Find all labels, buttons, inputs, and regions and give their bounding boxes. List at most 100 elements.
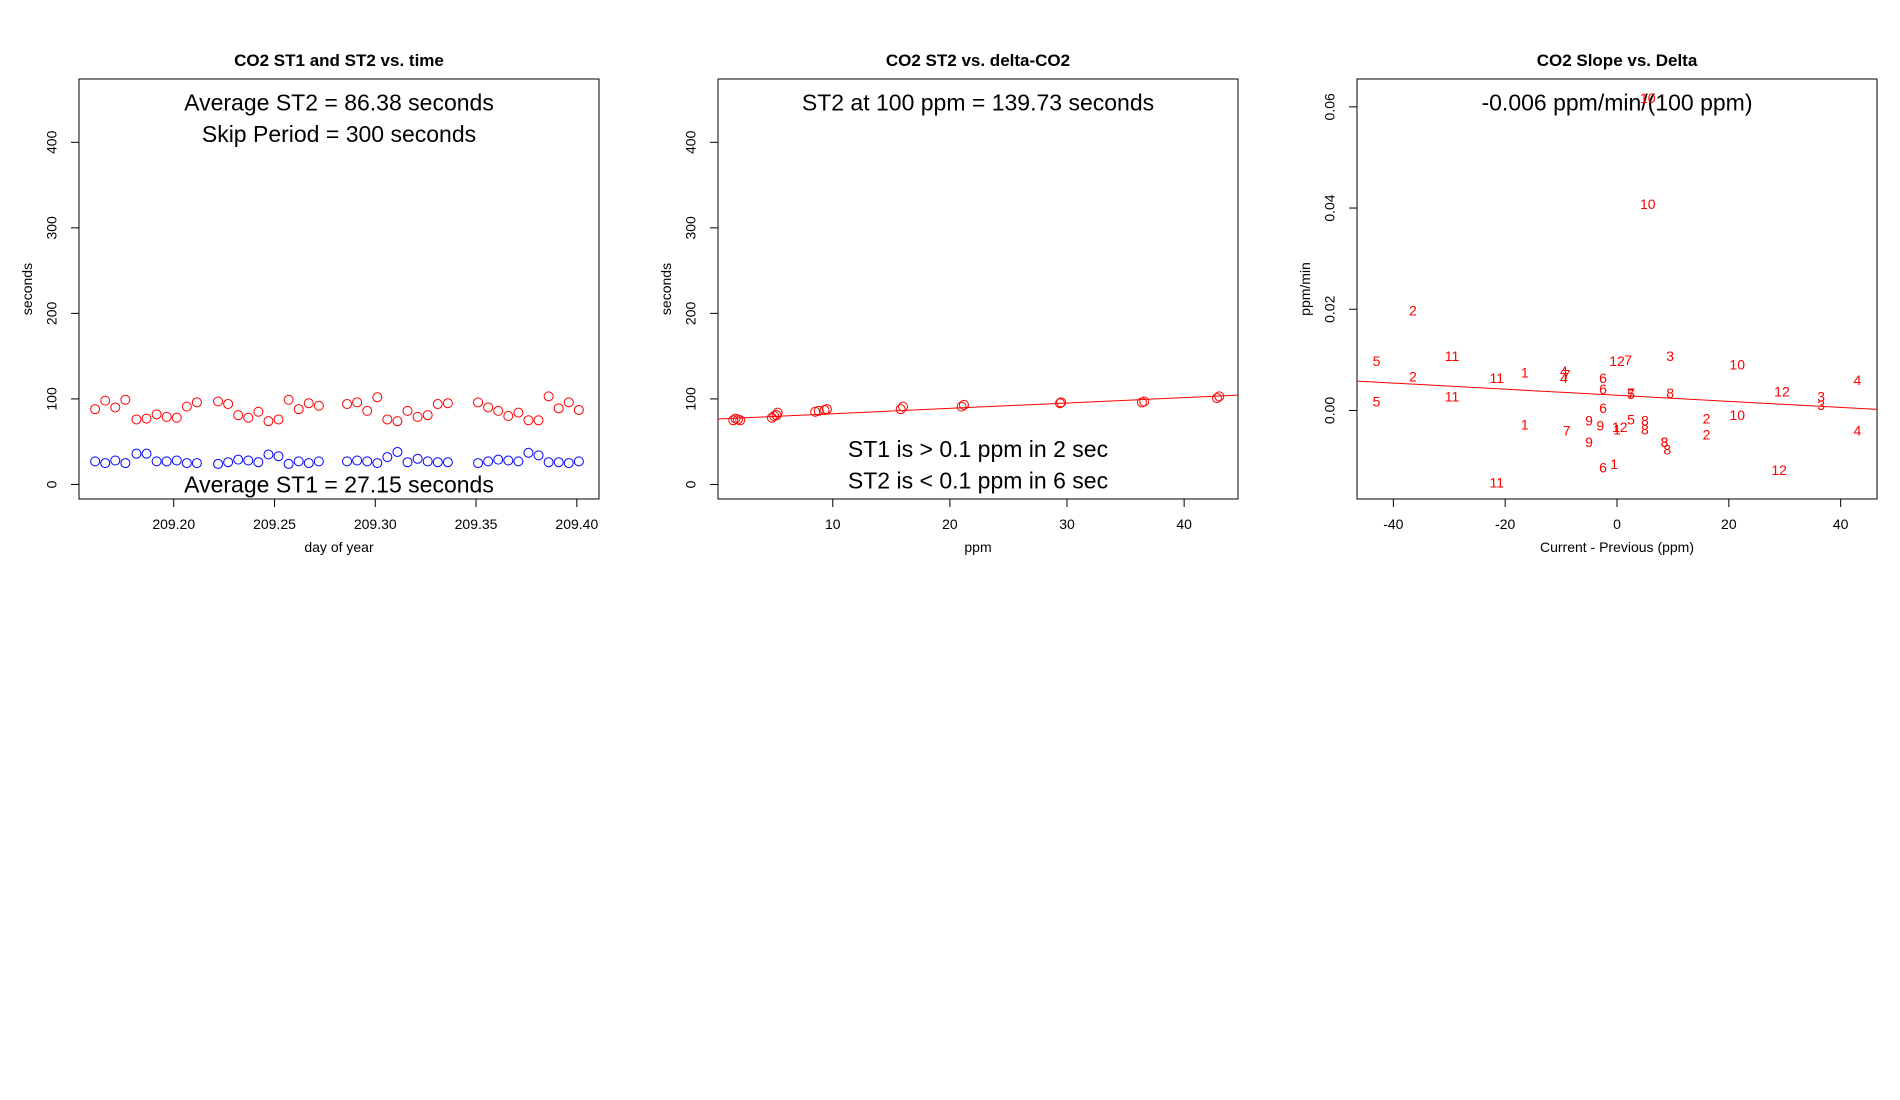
data-point-label: 11: [1445, 388, 1460, 404]
data-point-st1: [171, 455, 182, 466]
x-tick-label: -20: [1495, 516, 1515, 532]
data-point-st2: [293, 404, 304, 415]
data-point-st2: [1211, 393, 1222, 404]
data-point-label: 9: [1585, 434, 1593, 450]
data-point-st1: [233, 454, 244, 465]
data-point-st2: [1054, 398, 1065, 409]
x-tick-label: 209.30: [354, 516, 397, 532]
x-tick-label: -40: [1383, 516, 1403, 532]
data-point-st2: [352, 397, 363, 408]
data-point-st2: [313, 400, 324, 411]
data-point-label: 3: [1817, 388, 1825, 404]
data-point-st1: [303, 458, 314, 469]
y-tick-label: 0: [683, 480, 699, 488]
data-point-label: 5: [1373, 394, 1381, 410]
data-point-st2: [958, 399, 969, 410]
data-point-label: 8: [1663, 442, 1671, 458]
data-point-st2: [813, 405, 824, 416]
data-point-st2: [728, 415, 739, 426]
data-point-st2: [503, 411, 514, 422]
data-point-label: 10: [1729, 407, 1745, 423]
data-point-st2: [533, 415, 544, 426]
annotation-average-st1: Average ST1 = 27.15 seconds: [184, 472, 494, 498]
data-point-st2: [213, 396, 224, 407]
data-point-st1: [392, 446, 403, 457]
data-point-st2: [766, 412, 777, 423]
data-point-st2: [283, 394, 294, 405]
data-point-st1: [293, 456, 304, 467]
y-tick-label: 0: [44, 480, 60, 488]
data-point-st1: [243, 455, 254, 466]
data-point-label: 2: [1409, 368, 1417, 384]
data-point-label: 8: [1641, 412, 1649, 428]
data-point-st2: [442, 398, 453, 409]
data-point-st2: [110, 402, 121, 413]
data-point-label: 10: [1729, 357, 1745, 373]
data-point-label: 12: [1612, 419, 1628, 435]
y-axis-label: seconds: [658, 263, 674, 315]
data-point-st2: [553, 403, 564, 414]
data-point-st2: [303, 398, 314, 409]
data-point-st2: [735, 415, 746, 426]
data-point-st1: [213, 458, 224, 469]
annotation-st2-threshold: ST2 is < 0.1 ppm in 6 sec: [848, 468, 1108, 494]
data-point-label: 8: [1641, 421, 1649, 437]
data-point-st2: [362, 405, 373, 416]
data-point-st2: [161, 411, 172, 422]
data-point-label: 7: [1624, 352, 1632, 368]
data-point-st2: [772, 407, 783, 418]
data-point-st2: [523, 415, 534, 426]
y-tick-label: 300: [44, 216, 60, 240]
annotation-slope: -0.006 ppm/min/(100 ppm): [1481, 90, 1752, 116]
y-tick-label: 400: [683, 130, 699, 154]
data-point-st2: [382, 414, 393, 425]
data-point-st2: [392, 416, 403, 427]
data-point-st2: [372, 392, 383, 403]
data-point-st1: [543, 457, 554, 468]
data-point-st1: [553, 457, 564, 468]
data-point-label: 1: [1521, 416, 1529, 432]
x-tick-label: 209.20: [152, 516, 195, 532]
data-point-st1: [473, 458, 484, 469]
x-tick-label: 209.35: [455, 516, 498, 532]
data-point-st2: [956, 401, 967, 412]
data-point-label: 8: [1661, 434, 1669, 450]
data-point-label: 9: [1596, 417, 1604, 433]
data-point-st1: [342, 456, 353, 467]
data-point-label: 12: [1774, 383, 1790, 399]
x-tick-label: 209.25: [253, 516, 296, 532]
data-point-st1: [161, 456, 172, 467]
y-tick-label: 0.04: [1322, 194, 1338, 221]
data-point-st2: [432, 399, 443, 410]
x-tick-label: 20: [942, 516, 958, 532]
annotation-st1-threshold: ST1 is > 0.1 ppm in 2 sec: [848, 436, 1108, 462]
panel-time: CO2 ST1 and ST2 vs. time day of year sec…: [19, 51, 600, 555]
data-point-st2: [898, 401, 909, 412]
data-point-label: 3: [1817, 397, 1825, 413]
x-axis-label: Current - Previous (ppm): [1540, 539, 1694, 555]
data-point-st1: [493, 454, 504, 465]
data-point-st1: [362, 456, 373, 467]
x-tick-label: 0: [1613, 516, 1621, 532]
data-point-st2: [243, 412, 254, 423]
y-tick-label: 200: [683, 301, 699, 325]
data-point-st1: [372, 458, 383, 469]
data-point-label: 11: [1490, 475, 1505, 491]
data-point-label: 5: [1627, 411, 1635, 427]
data-point-st1: [90, 456, 101, 467]
data-point-st1: [412, 453, 423, 464]
data-point-st1: [352, 455, 363, 466]
data-point-st2: [263, 416, 274, 427]
data-point-st2: [120, 394, 131, 405]
data-point-st2: [100, 395, 111, 406]
panel-slope: CO2 Slope vs. Delta Current - Previous (…: [1297, 51, 1878, 555]
y-axis-label: seconds: [19, 263, 35, 315]
data-point-st2: [573, 405, 584, 416]
data-point-st2: [141, 413, 152, 424]
x-tick-label: 30: [1059, 516, 1075, 532]
data-point-st1: [191, 458, 202, 469]
data-point-st2: [342, 399, 353, 410]
data-point-st1: [263, 449, 274, 460]
x-axis-label: day of year: [304, 539, 374, 555]
